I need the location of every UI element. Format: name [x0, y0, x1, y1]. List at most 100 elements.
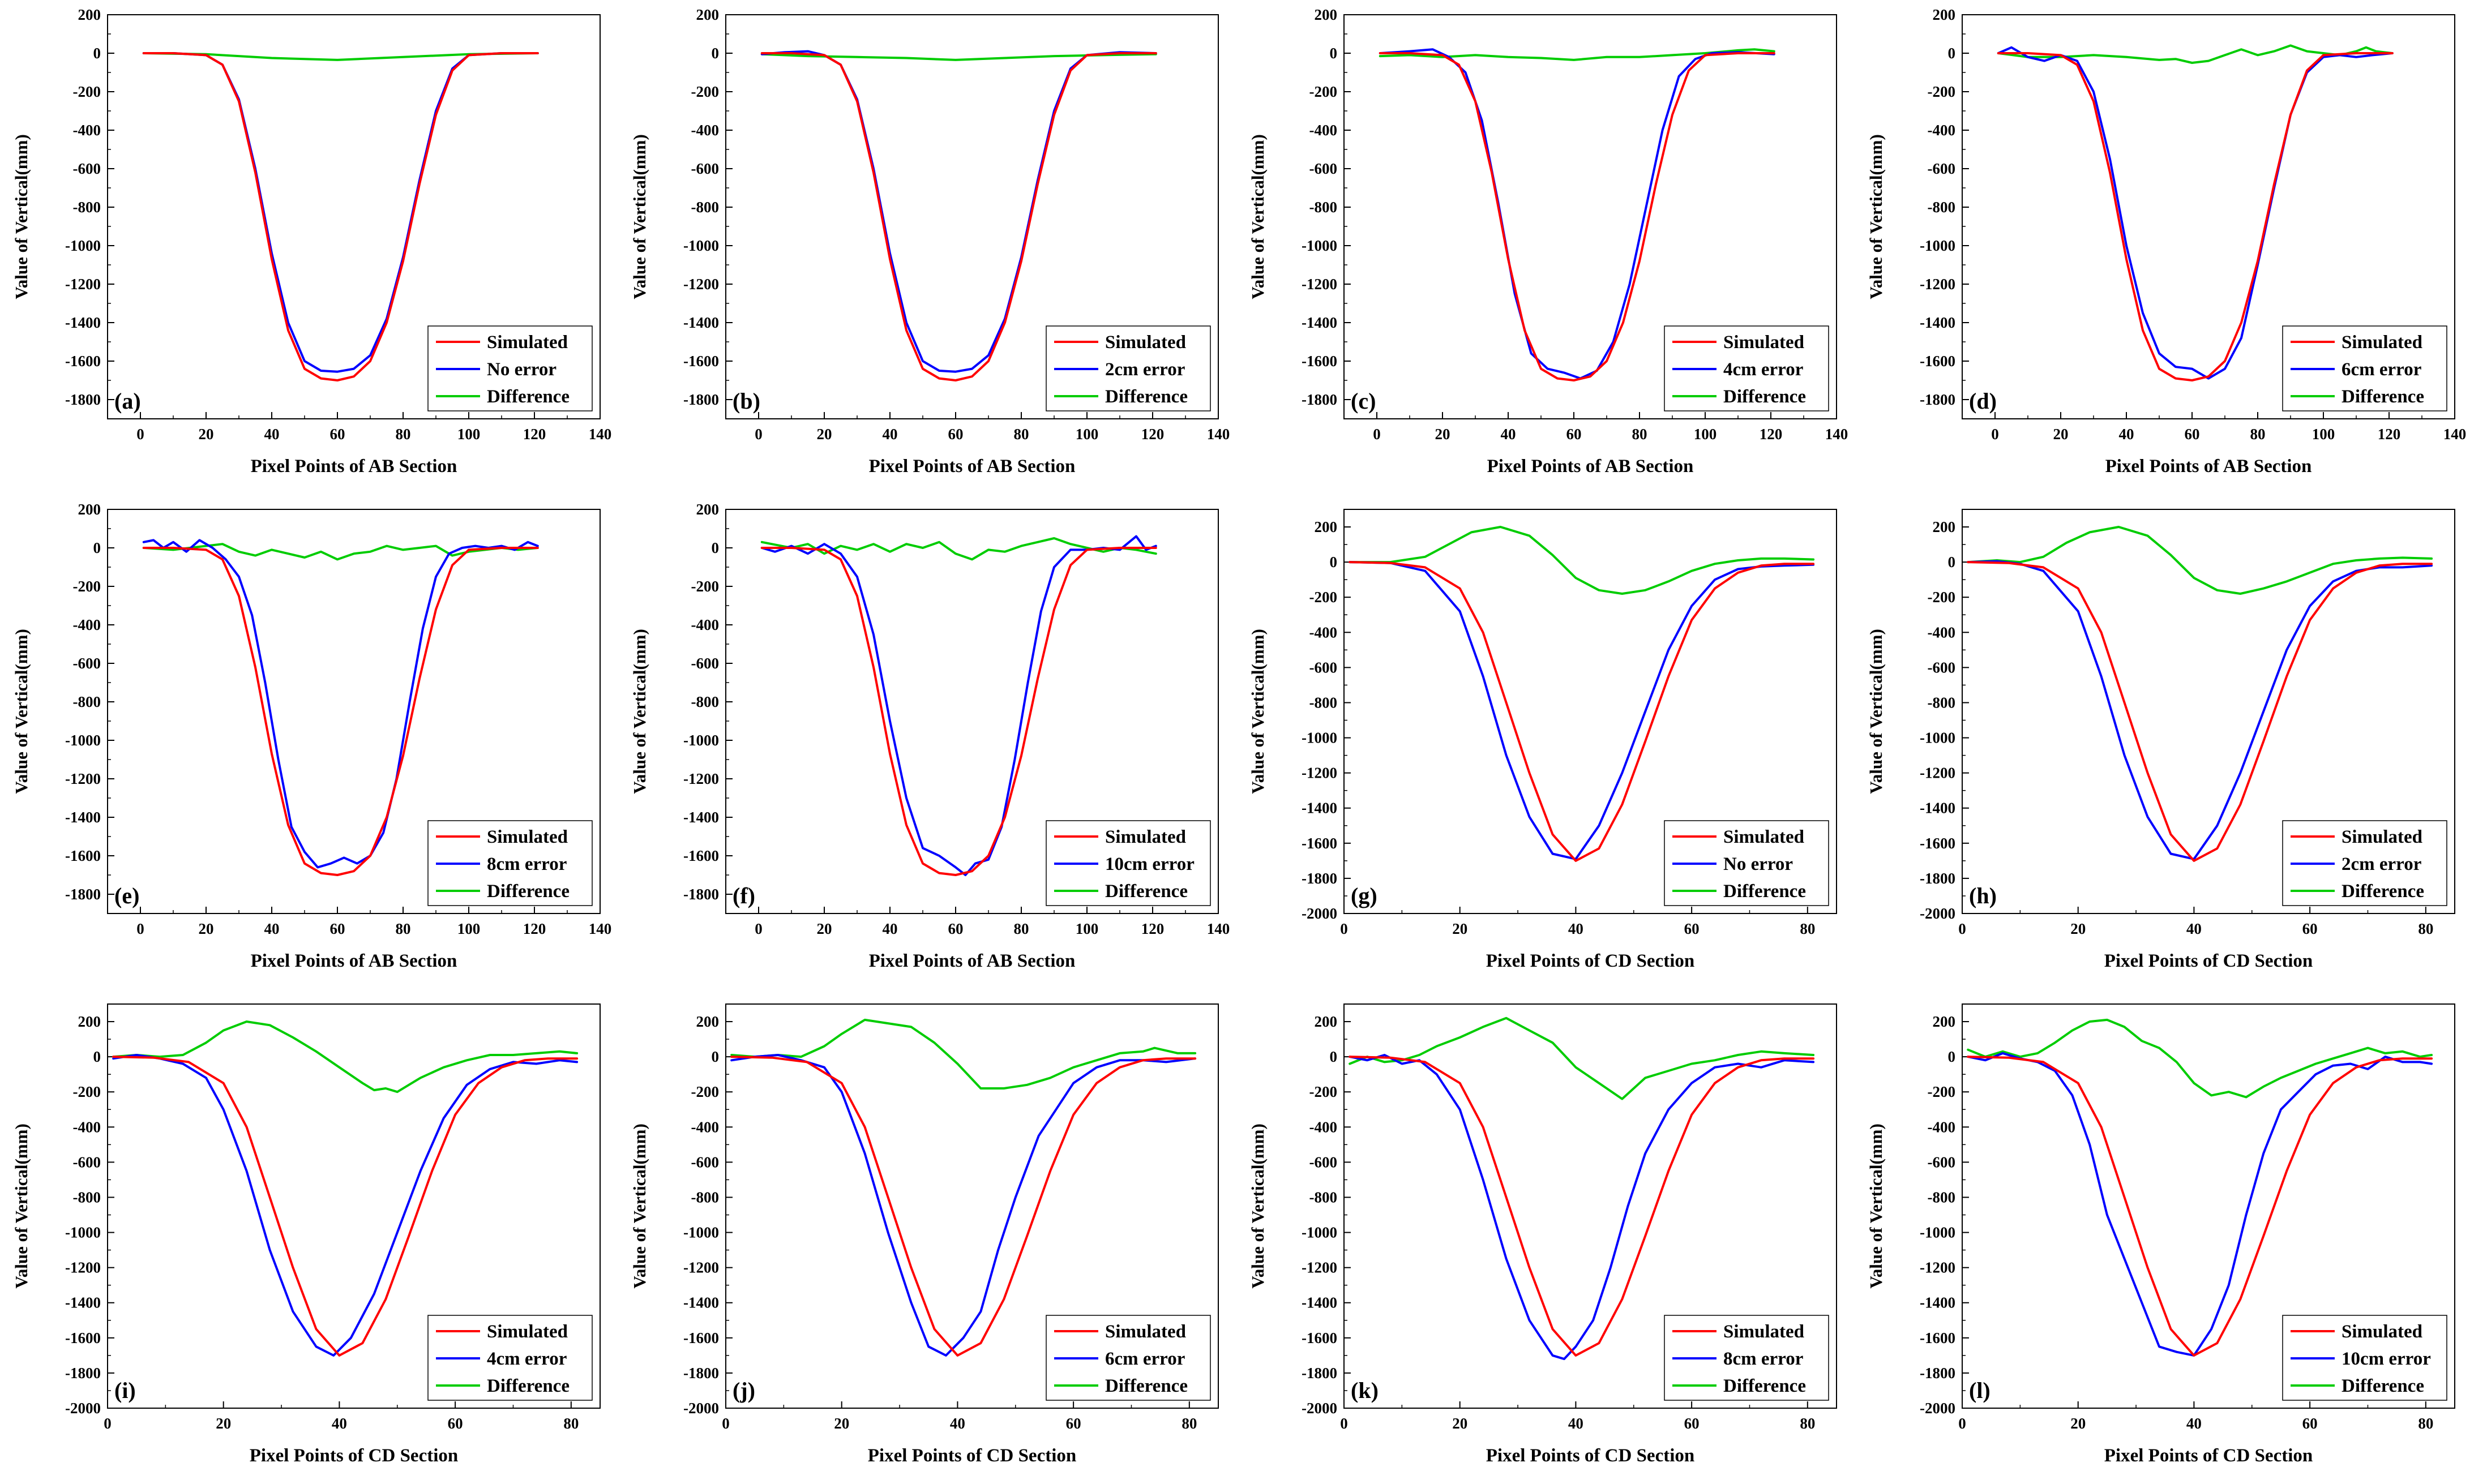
x-tick-label: 100: [457, 920, 481, 937]
x-tick-label: 0: [104, 1415, 112, 1432]
panel-label: (b): [733, 388, 760, 414]
y-axis-title: Value of Vertical(mm): [1866, 629, 1886, 794]
y-tick-label: -400: [1928, 624, 1956, 641]
plot-frame: [725, 1003, 1219, 1409]
x-tick-label: 20: [2070, 920, 2086, 937]
y-axis-title: Value of Vertical(mm): [11, 1123, 31, 1289]
legend-label: 2cm error: [2342, 854, 2421, 874]
panel-label: (l): [1969, 1378, 1991, 1403]
legend: Simulated 6cm error Difference: [1046, 1315, 1211, 1401]
y-tick-label: -400: [691, 122, 720, 139]
y-tick-label: -600: [1928, 1153, 1956, 1170]
y-tick-label: -600: [691, 655, 720, 672]
y-tick-label: -600: [1928, 160, 1956, 177]
series-group: [1379, 48, 1775, 381]
y-tick-label: -1200: [1302, 765, 1337, 782]
y-tick-label: -1800: [1920, 391, 1955, 408]
x-tick-label: 20: [2053, 426, 2069, 443]
x-axis-title: Pixel Points of CD Section: [868, 1446, 1076, 1466]
x-axis-title: Pixel Points of CD Section: [1486, 1446, 1694, 1466]
x-tick-label: 60: [1566, 426, 1582, 443]
y-tick-label: -1600: [1920, 353, 1955, 370]
y-tick-label: 0: [712, 45, 720, 62]
x-tick-label: 80: [396, 920, 411, 937]
legend-label: Simulated: [1723, 827, 1804, 847]
x-tick-label: 140: [2443, 426, 2467, 443]
y-tick-label: 0: [1330, 45, 1338, 62]
legend-label: No error: [487, 359, 557, 380]
y-tick-label: 200: [78, 501, 101, 518]
x-tick-label: 60: [1684, 920, 1700, 937]
series-line-2cm-error: [760, 50, 1157, 373]
legend-label: 8cm error: [1723, 1349, 1803, 1369]
x-tick-label: 20: [199, 920, 214, 937]
chart-panel-g: 2000-200-400-600-800-1000-1200-1400-1600…: [1248, 509, 1837, 971]
x-tick-label: 40: [2186, 1415, 2202, 1432]
series-line-simulated: [1349, 561, 1815, 862]
legend: Simulated 8cm error Difference: [427, 820, 593, 906]
legend-label: Simulated: [1723, 1322, 1804, 1342]
x-tick-label: 80: [1014, 920, 1029, 937]
legend-label: Difference: [1105, 387, 1188, 407]
y-tick-label: -1600: [1920, 835, 1955, 852]
legend-label: 2cm error: [1105, 359, 1185, 380]
chart-panel-b: 2000-200-400-600-800-1000-1200-1400-1600…: [630, 6, 1230, 477]
y-tick-label: 0: [1948, 554, 1956, 571]
y-axis-title: Value of Vertical(mm): [1866, 1123, 1886, 1289]
series-line-difference: [1349, 526, 1815, 595]
panel-label: (f): [733, 883, 755, 908]
x-tick-label: 20: [1452, 1415, 1467, 1432]
x-tick-label: 120: [2378, 426, 2401, 443]
x-tick-label: 40: [883, 426, 898, 443]
y-tick-label: -1200: [1302, 1259, 1337, 1276]
y-tick-label: -1800: [683, 886, 719, 903]
x-tick-label: 60: [2185, 426, 2200, 443]
legend-label: Difference: [2342, 387, 2424, 407]
y-tick-label: 200: [78, 6, 101, 23]
series-group: [142, 52, 539, 381]
legend-label: Difference: [1105, 1376, 1188, 1396]
y-axis-title: Value of Vertical(mm): [1248, 134, 1268, 299]
x-axis-title: Pixel Points of AB Section: [1487, 456, 1694, 477]
y-tick-label: 0: [1330, 1048, 1338, 1065]
series-line-difference: [142, 543, 539, 561]
plot-frame: [1343, 14, 1837, 419]
y-axis-title: Value of Vertical(mm): [1248, 629, 1268, 794]
y-axis-title: Value of Vertical(mm): [630, 1123, 649, 1289]
x-tick-label: 100: [1076, 920, 1099, 937]
x-tick-label: 120: [1141, 920, 1165, 937]
y-tick-label: -1800: [65, 886, 101, 903]
y-tick-label: -400: [73, 1118, 101, 1135]
y-tick-label: -1000: [1302, 237, 1337, 254]
legend-label: No error: [1723, 854, 1793, 874]
series-group: [142, 539, 539, 876]
chart-panel-j: 2000-200-400-600-800-1000-1200-1400-1600…: [630, 1003, 1219, 1466]
x-tick-label: 60: [330, 920, 345, 937]
x-tick-label: 20: [834, 1415, 849, 1432]
legend: Simulated 2cm error Difference: [2282, 820, 2447, 906]
x-tick-label: 0: [1991, 426, 1999, 443]
y-tick-label: -200: [1928, 589, 1956, 606]
legend-label: Difference: [487, 881, 570, 902]
series-line-10cm-error: [1967, 1052, 2433, 1357]
x-tick-label: 0: [1958, 920, 1966, 937]
y-tick-label: -200: [691, 1083, 720, 1100]
y-tick-label: -1800: [65, 1365, 101, 1382]
y-tick-label: -600: [1309, 160, 1338, 177]
y-tick-label: -1000: [65, 1224, 101, 1241]
y-tick-label: -800: [73, 693, 101, 710]
y-tick-label: -400: [1309, 624, 1338, 641]
series-line-simulated: [1997, 52, 2394, 381]
series-line-simulated: [1379, 52, 1775, 381]
x-tick-label: 100: [1076, 426, 1099, 443]
y-tick-label: -1400: [65, 809, 101, 826]
y-tick-label: -600: [691, 160, 720, 177]
series-group: [760, 50, 1157, 381]
legend-label: Simulated: [1105, 332, 1186, 353]
series-group: [112, 1020, 579, 1357]
x-tick-label: 0: [1373, 426, 1381, 443]
x-tick-label: 140: [589, 920, 612, 937]
y-tick-label: 0: [712, 1048, 720, 1065]
series-line-8cm-error: [142, 539, 539, 869]
